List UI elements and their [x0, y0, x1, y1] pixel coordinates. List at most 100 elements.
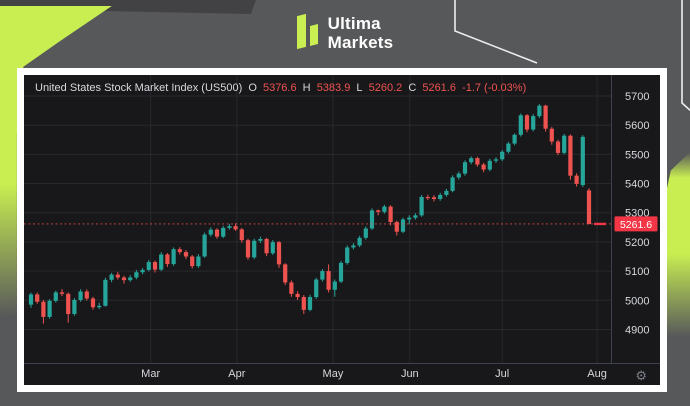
- candle-body: [438, 194, 443, 200]
- candle-body: [369, 210, 375, 229]
- candle-body: [72, 299, 77, 314]
- candle-body: [221, 227, 226, 237]
- candle-body: [41, 301, 46, 317]
- candle-body: [320, 271, 325, 280]
- candle-body: [115, 274, 120, 278]
- candle-body: [456, 173, 461, 178]
- candle-body: [152, 262, 158, 270]
- x-axis-month-label: Mar: [141, 368, 160, 380]
- candle-body: [109, 274, 114, 280]
- y-axis-tick-label: 4900: [625, 324, 649, 336]
- candle-body: [35, 294, 40, 302]
- x-axis-month-label: Jun: [401, 368, 419, 380]
- candle-body: [543, 105, 548, 129]
- candle-body: [555, 141, 561, 153]
- brand-name-line1: Ultima: [327, 14, 381, 33]
- ohlc-high-value: 5383.9: [316, 82, 351, 94]
- candle-body: [431, 197, 437, 200]
- ohlc-low-label: L: [356, 82, 363, 94]
- candle-body: [146, 262, 151, 270]
- candle-body: [400, 219, 406, 232]
- candle-body: [264, 238, 269, 254]
- y-axis-tick-label: 5200: [625, 237, 649, 249]
- candle-body: [475, 158, 480, 165]
- candle-body: [78, 291, 83, 300]
- candle-body: [493, 159, 499, 161]
- candle-body: [134, 272, 139, 278]
- candle-body: [338, 262, 344, 282]
- candle-body: [301, 297, 306, 310]
- candle-body: [450, 177, 455, 191]
- candle-body: [214, 229, 220, 237]
- candle-body: [487, 160, 492, 170]
- brand-name-line2: Markets: [327, 33, 394, 52]
- candle-body: [276, 242, 282, 265]
- candle-body: [233, 226, 238, 230]
- settings-gear-icon[interactable]: ⚙: [635, 368, 647, 383]
- x-axis-month-label: May: [323, 368, 344, 380]
- chart-title: United States Stock Market Index (US500)…: [35, 82, 529, 94]
- candle-body: [394, 222, 399, 232]
- candle-body: [518, 115, 523, 135]
- candle-body: [407, 217, 412, 220]
- candle-body: [103, 279, 108, 306]
- candle-body: [177, 249, 182, 253]
- y-axis-tick-label: 5600: [625, 120, 649, 132]
- candle-body: [245, 240, 251, 258]
- y-axis-tick-label: 5500: [625, 149, 649, 161]
- candle-body: [28, 294, 34, 305]
- candle-body: [140, 269, 145, 273]
- candle-body: [562, 135, 567, 153]
- candle-body: [84, 291, 89, 299]
- candle-body: [425, 196, 430, 199]
- candle-body: [239, 229, 244, 241]
- logo-bar-left: [296, 13, 306, 50]
- logo-bar-right: [309, 24, 318, 46]
- candle-body: [252, 240, 257, 258]
- candle-body: [121, 277, 127, 281]
- candle-body: [549, 128, 554, 142]
- candle-body: [580, 136, 585, 186]
- candle-body: [524, 115, 530, 130]
- candle-body: [289, 282, 294, 294]
- candle-body: [506, 143, 511, 152]
- candle-body: [332, 281, 337, 290]
- candle-body: [388, 206, 393, 223]
- last-price-badge-label: 5261.6: [620, 219, 652, 231]
- candle-body: [307, 297, 313, 310]
- candle-body: [165, 254, 170, 265]
- candle-body: [500, 151, 505, 160]
- ohlc-open-value: 5376.6: [262, 82, 297, 94]
- candle-body: [196, 256, 201, 267]
- candle-body: [326, 271, 331, 290]
- y-axis-tick-label: 5700: [625, 91, 649, 103]
- ohlc-low-value: 5260.2: [368, 82, 403, 94]
- ohlc-close-label: C: [408, 82, 417, 94]
- candle-body: [258, 238, 263, 241]
- candle-body: [59, 292, 65, 294]
- candle-body: [66, 293, 71, 314]
- ohlc-open-label: O: [248, 82, 257, 94]
- candle-body: [90, 298, 96, 308]
- ultima-markets-logo-icon: [296, 13, 318, 53]
- candle-body: [469, 158, 474, 163]
- brand-header: Ultima Markets: [0, 0, 690, 66]
- candle-body: [345, 247, 350, 263]
- ohlc-high-label: H: [302, 82, 311, 94]
- candle-body: [413, 215, 418, 218]
- candle-body: [202, 234, 207, 257]
- candle-body: [382, 206, 387, 212]
- candle-body: [295, 293, 300, 298]
- candle-body: [351, 245, 356, 248]
- candle-body: [190, 256, 195, 267]
- x-axis-month-label: Jul: [495, 368, 509, 380]
- candle-body: [227, 226, 232, 228]
- candle-body: [376, 210, 381, 212]
- x-axis-month-label: Apr: [228, 368, 245, 380]
- candle-body: [419, 196, 424, 216]
- candle-body: [128, 277, 133, 281]
- change-value: -1.7 (-0.03%): [462, 82, 527, 94]
- last-price-marker: [594, 222, 606, 226]
- candle-body: [444, 190, 449, 195]
